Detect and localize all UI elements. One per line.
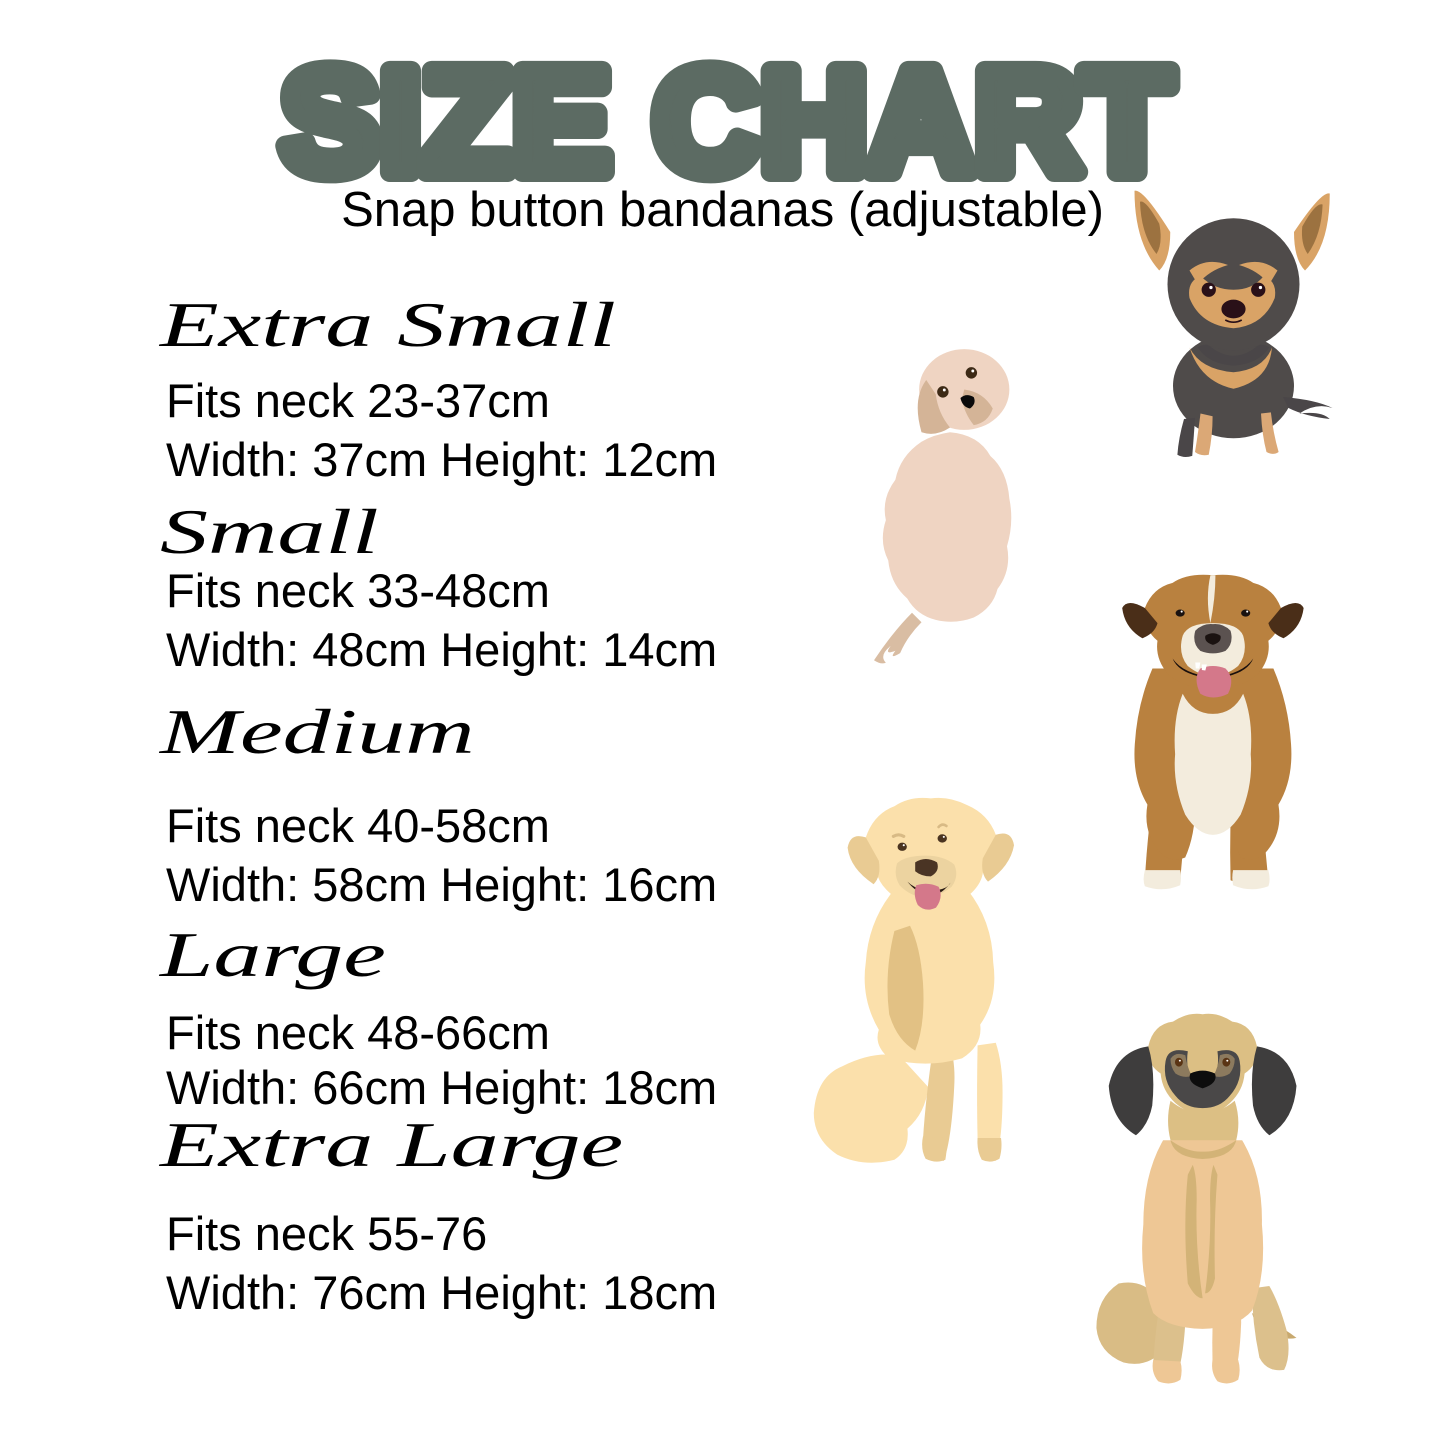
svg-text:SIZE CHART: SIZE CHART — [281, 40, 1173, 204]
